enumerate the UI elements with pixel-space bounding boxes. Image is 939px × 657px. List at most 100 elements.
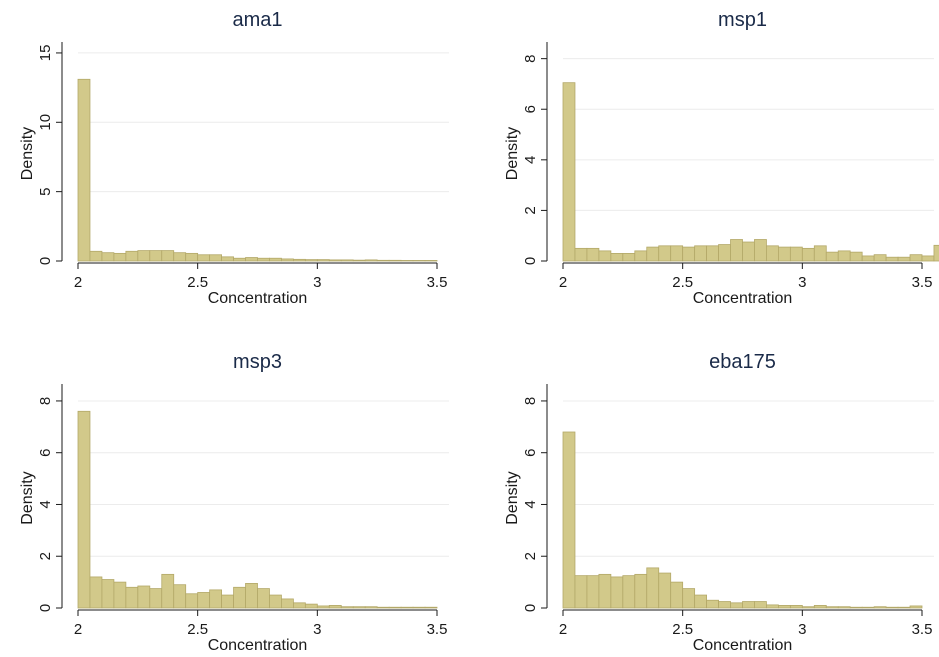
histogram-bar [77,78,91,262]
y-tick-label: 15 [37,45,54,62]
histogram-bar [921,255,935,262]
histogram-bar [149,588,163,609]
histogram-bar [574,247,588,262]
histogram-bar [412,260,426,262]
histogram-bar [137,250,151,262]
histogram-bar [754,601,767,609]
y-tick-label: 8 [522,397,539,405]
histogram-bar [304,603,318,609]
histogram-bar [574,575,588,609]
histogram-panel: 0 2 4 6 8 2 2.5 3 3.5 Concentration Density msp3 [19,351,449,654]
histogram-bar [933,244,939,262]
x-tick-label: 2 [74,621,82,638]
y-tick-label: 6 [522,449,539,457]
x-tick-label: 3.5 [912,274,933,291]
x-tick-label: 2.5 [187,274,208,291]
x-tick-label: 2.5 [187,621,208,638]
histogram-bar [825,606,839,609]
histogram-bar [789,246,803,262]
histogram-bar [658,572,672,609]
x-axis-title: Concentration [208,637,308,654]
histogram-bar [813,605,827,609]
histogram-bar [778,246,791,262]
chart-title: eba175 [709,351,776,373]
histogram-bar [718,601,731,609]
histogram-bar [849,606,863,609]
histogram-bar [352,606,366,609]
y-tick-label: 2 [37,552,54,560]
x-tick-label: 2 [559,621,567,638]
histogram-bar [328,259,342,262]
histogram-bar [161,250,175,262]
histogram-bar [837,606,851,609]
y-tick-label: 0 [37,604,54,612]
x-tick-label: 3 [798,274,806,291]
histogram-bar [897,606,911,609]
x-tick-label: 3.5 [912,621,933,638]
histogram-bar [173,584,187,609]
histogram-bar [197,592,211,609]
x-tick-label: 2.5 [672,621,693,638]
histogram-bar [400,606,414,609]
y-tick-label: 4 [522,500,539,508]
histogram-bar [694,594,708,609]
histogram-bar [388,259,402,262]
histogram-bar [610,576,624,609]
histogram-bar [364,606,378,609]
histogram-bar [742,601,755,609]
histogram-bar [622,575,636,609]
histogram-bar [352,259,366,262]
histogram-bar [101,579,115,609]
histogram-bar [909,605,923,609]
histogram-bar [897,256,911,262]
histogram-bar [646,246,660,262]
x-tick-label: 2.5 [672,274,693,291]
histogram-bar [885,256,899,262]
histogram-bar [185,593,199,609]
x-tick-label: 3.5 [427,274,448,291]
chart-title: ama1 [232,9,282,31]
histogram-bar [658,245,672,262]
x-tick-label: 3 [798,621,806,638]
histogram-bar [873,254,887,262]
histogram-bar [113,252,127,262]
histogram-bar [245,583,258,609]
y-tick-label: 0 [37,257,54,265]
y-tick-label: 6 [522,105,539,113]
y-tick-label: 2 [522,206,539,214]
y-tick-label: 6 [37,449,54,457]
histogram-bar [610,253,624,262]
histogram-bar [149,250,163,262]
histogram-bar [789,605,803,609]
histogram-panel: 0 2 4 6 8 2 2.5 3 3.5 Concentration Density eba175 [504,351,934,654]
histogram-bar [161,573,175,609]
histogram-bar [137,585,151,609]
histogram-bar [801,247,815,262]
histogram-bar [281,598,294,609]
histogram-bar [622,253,636,262]
chart-title: msp3 [233,351,282,373]
histogram-bar [766,604,779,609]
histogram-bar [634,250,648,262]
histogram-bar [316,259,330,262]
histogram-bar [730,239,743,262]
histogram-bar [388,606,402,609]
histogram-bar [706,599,719,609]
y-tick-label: 8 [37,397,54,405]
histogram-bar [646,567,660,609]
histogram-bar [562,431,576,609]
histogram-bar [185,252,199,262]
histogram-bar [292,258,306,262]
y-tick-label: 4 [522,156,539,164]
histogram-bar [837,250,851,262]
histogram-panel: 0 5 10 15 2 2.5 3 3.5 Concentration Density ama1 [19,9,449,307]
histogram-bar [209,589,222,609]
histogram-bar [245,257,258,262]
histogram-bar [849,251,863,262]
histogram-bar [125,250,139,262]
x-axis-title: Concentration [208,290,308,307]
histogram-bar [233,257,246,262]
histogram-bar [269,594,282,609]
histogram-bar [328,605,342,609]
histogram-bar [813,245,827,262]
